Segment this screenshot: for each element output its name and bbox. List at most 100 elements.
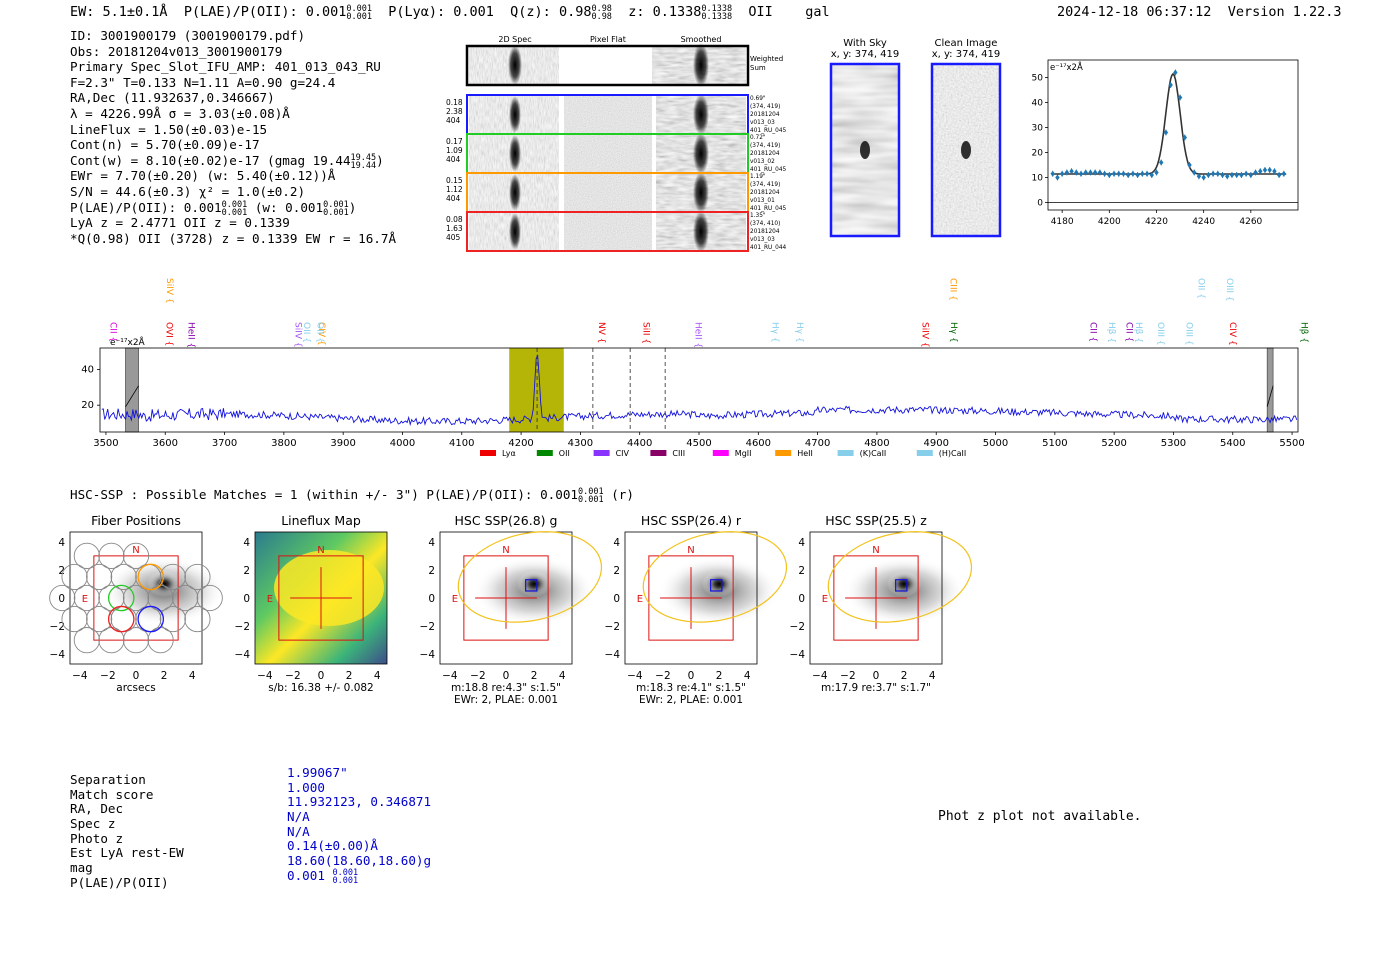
fit-data-point	[1276, 172, 1282, 178]
hsc-panel-frame	[439, 531, 573, 665]
info-lineflux: LineFlux = 1.50(±0.03)e-15	[70, 121, 268, 137]
spectrum-xtick-label: 3700	[212, 438, 237, 449]
spectrum-xtick-label: 4800	[864, 438, 889, 449]
spec2d-emission-spot	[509, 213, 521, 250]
info-sn: S/N = 44.6(±0.3) χ² = 1.0(±0.2)	[70, 183, 306, 199]
fit-data-point	[1149, 172, 1154, 178]
info-contn: Cont(n) = 5.70(±0.09)e-17	[70, 137, 260, 153]
fit-data-point	[1050, 170, 1055, 177]
spectrum-xtick-label: 4200	[508, 438, 533, 449]
spectrum-xtick-label: 5300	[1161, 438, 1186, 449]
spec2d-col-title-1: Pixel Flat	[590, 35, 626, 44]
info-lya-z: LyA z = 2.4771 OII z = 0.1339	[70, 215, 290, 231]
spectrum-xtick-label: 5100	[1042, 438, 1067, 449]
hsc-ytick-label: 4	[58, 537, 65, 549]
info-lambda: λ = 4226.99Å σ = 3.03(±0.08)Å	[70, 105, 290, 121]
timestamp: 2024-12-18 06:37:12	[1057, 4, 1212, 20]
spectrum-xtick-label: 4900	[924, 438, 949, 449]
legend-swatch	[593, 450, 610, 456]
spectrum-line-label: OIII {	[1224, 278, 1234, 302]
compass-east: E	[637, 594, 643, 605]
spectrum-mask-hatch	[1266, 385, 1274, 407]
spec2d-row-right-label: 1.19"	[750, 174, 766, 180]
spec2d-row-right-label: 401_RU_045	[750, 206, 787, 212]
header-z-range: 0.1338 0.1338	[701, 4, 733, 22]
hsc-xtick-label: 2	[161, 670, 168, 682]
spec2d-row-left-label: 1.12	[446, 185, 463, 194]
info-plae-w-range: 0.001 0.001	[323, 199, 349, 218]
hsc-ytick-label: −4	[420, 649, 436, 661]
hsc-aperture-box	[833, 555, 919, 641]
fit-ytick-label: 30	[1032, 124, 1044, 134]
spec2d-row-right-label: (374, 410)	[750, 221, 780, 227]
legend-label: Lyα	[502, 449, 516, 458]
fiber-circle	[49, 584, 76, 612]
fit-data-point	[1267, 167, 1272, 173]
spec2d-row-right-label: (374, 419)	[750, 143, 780, 149]
fit-data-point	[1229, 172, 1235, 178]
hsc-ytick-label: 0	[428, 593, 435, 605]
hsc-xtick-label: 2	[901, 670, 908, 682]
spec2d-row-left-label: 0.18	[446, 98, 463, 107]
fiber-circle	[73, 542, 100, 569]
spectrum-xtick-label: 3900	[330, 438, 355, 449]
spec2d-row-right-label: 0.69"	[750, 96, 766, 102]
fiber-circle	[98, 542, 125, 569]
match-plae-range: 0.001 0.001	[332, 867, 359, 886]
spectrum-xtick-label: 4000	[390, 438, 415, 449]
spec2d-row-left-label: 0.15	[446, 176, 463, 185]
hsc-elliptical-aperture	[457, 531, 603, 623]
with-sky-title: With Sky x, y: 374, 419	[790, 38, 940, 60]
match-label: mag	[70, 860, 93, 876]
spec2d-row-left-label: 1.09	[446, 146, 463, 155]
spec2d-row-left-label: 404	[446, 116, 461, 125]
match-value: 1.000	[287, 779, 325, 795]
hsc-title: HSC-SSP : Possible Matches = 1 (within +…	[70, 487, 578, 502]
spectrum-xtick-label: 4400	[627, 438, 652, 449]
spectrum-line-label: OII {	[301, 322, 311, 343]
fit-data-point	[1111, 170, 1117, 177]
fiber-circle	[61, 605, 88, 633]
fit-data-point	[1083, 169, 1088, 176]
fiber-circle	[110, 563, 137, 591]
spectrum-line-label: HeII {	[185, 322, 195, 348]
with-sky-label: With Sky	[843, 38, 887, 49]
info-plae: P(LAE)/P(OII): 0.001	[70, 199, 222, 215]
highlighted-fiber	[137, 605, 165, 633]
spectrum-line-label: OII {	[1195, 278, 1205, 299]
match-table-labels: Separation Match score RA, Dec Spec z Photo …	[70, 772, 184, 891]
spec2d-row-left-label: 0.08	[446, 215, 463, 224]
hsc-xtick-label: −2	[285, 670, 300, 682]
legend-label: (H)CaII	[939, 449, 966, 458]
fit-xtick-label: 4220	[1145, 217, 1168, 227]
fiber-circle	[122, 627, 150, 654]
spectrum-line-label: Hβ {	[1133, 322, 1143, 343]
hsc-xtick-label: 2	[346, 670, 353, 682]
match-value: N/A	[287, 823, 310, 839]
fit-data-point	[1248, 172, 1254, 178]
info-contw-range: 19.45 19.44	[350, 152, 377, 171]
spec2d-row-right-label: (374, 419)	[750, 104, 780, 110]
fit-data-point	[1239, 172, 1244, 178]
spectrum-line-label: HeII {	[692, 322, 702, 348]
fit-data-point	[1102, 170, 1107, 177]
spec2d-row-right-label: 1.35"	[750, 213, 766, 219]
header-timestamp-version: 2024-12-18 06:37:12 Version 1.22.3	[1057, 4, 1342, 20]
spectrum-xtick-label: 3600	[153, 438, 178, 449]
legend-label: OII	[559, 449, 570, 458]
spectrum-xtick-label: 5400	[1220, 438, 1245, 449]
hsc-xtick-label: −4	[627, 670, 643, 682]
compass-north: N	[872, 545, 879, 556]
hsc-aperture-box	[648, 555, 734, 641]
header-qz: Q(z): 0.98	[510, 4, 592, 20]
spectrum-xtick-label: 3500	[93, 438, 118, 449]
spec2d-row-right-label: 20181204	[750, 112, 780, 118]
spec2d-row-left-label: 0.17	[446, 137, 463, 146]
spec2d-panel: 2D Spec Pixel Flat Smoothed Weighted Sum…	[446, 35, 787, 252]
spectrum-line-label: CII {	[1087, 322, 1097, 342]
fit-ytick-label: 0	[1037, 199, 1043, 209]
legend-label: CIV	[616, 449, 630, 458]
